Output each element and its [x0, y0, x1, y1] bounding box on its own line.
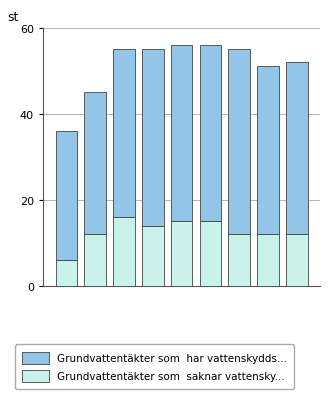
Bar — [200, 46, 221, 222]
Bar — [84, 235, 106, 286]
Bar — [113, 50, 135, 218]
Legend: Grundvattentäkter som  har vattenskydds..., Grundvattentäkter som  saknar vatten: Grundvattentäkter som har vattenskydds..… — [15, 344, 294, 389]
Bar — [228, 50, 250, 235]
Bar — [142, 226, 163, 286]
Bar — [257, 67, 279, 235]
Bar — [257, 235, 279, 286]
Bar — [286, 235, 308, 286]
Bar — [84, 93, 106, 235]
Bar — [55, 132, 77, 261]
Bar — [171, 222, 192, 286]
Text: st: st — [7, 11, 18, 23]
Bar — [55, 261, 77, 286]
Bar — [171, 46, 192, 222]
Bar — [113, 218, 135, 286]
Bar — [200, 222, 221, 286]
Bar — [228, 235, 250, 286]
Bar — [142, 50, 163, 226]
Bar — [286, 63, 308, 235]
